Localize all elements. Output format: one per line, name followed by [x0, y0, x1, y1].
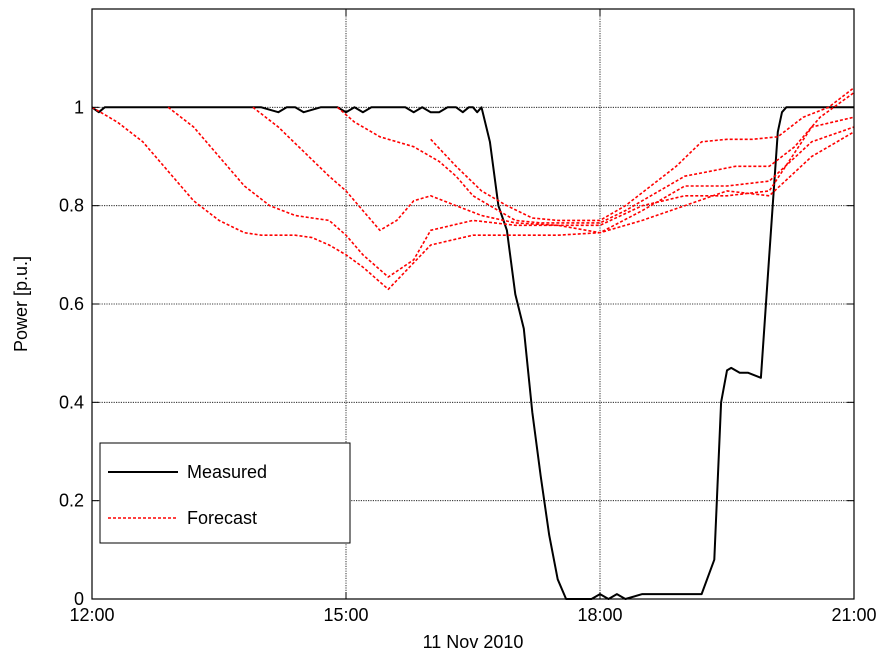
x-tick-label: 12:00: [69, 605, 114, 625]
y-tick-label: 0.2: [59, 491, 84, 511]
y-tick-label: 1: [74, 97, 84, 117]
x-tick-label: 15:00: [323, 605, 368, 625]
y-tick-label: 0.8: [59, 196, 84, 216]
y-tick-label: 0: [74, 589, 84, 609]
legend-label-forecast: Forecast: [187, 508, 257, 528]
forecast-3-series-line: [252, 106, 855, 232]
y-tick-label: 0.4: [59, 392, 84, 412]
forecast-1-series-line: [91, 106, 855, 291]
forecast-2-series-line: [167, 106, 855, 278]
legend-box: [99, 442, 351, 544]
x-tick-label: 21:00: [831, 605, 876, 625]
series-layer: [91, 87, 855, 600]
y-tick-label: 0.6: [59, 294, 84, 314]
x-axis-label: 11 Nov 2010: [423, 632, 524, 652]
y-axis-label: Power [p.u.]: [11, 256, 31, 352]
measured-series-line: [91, 106, 854, 600]
legend: Measured Forecast: [99, 442, 351, 544]
forecast-5-series-line: [430, 87, 855, 222]
x-tick-label: 18:00: [577, 605, 622, 625]
ticks: 12:00 15:00 18:00 21:00 0 0.2 0.4 0.6 0.8 1: [59, 9, 877, 625]
forecast-4-series-line: [336, 91, 855, 224]
legend-label-measured: Measured: [187, 462, 267, 482]
